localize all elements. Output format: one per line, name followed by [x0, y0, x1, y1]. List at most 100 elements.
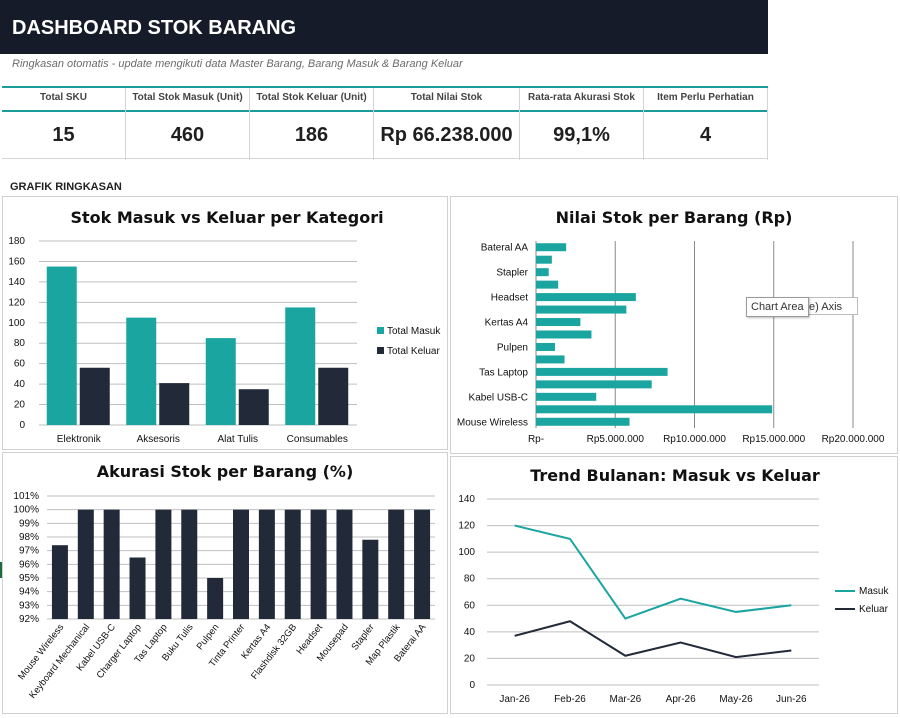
bar-nilai-stok [536, 305, 627, 314]
x-tick-label: Rp- [528, 434, 544, 445]
kpi-label: Total Stok Keluar (Unit) [256, 92, 367, 103]
y-tick-label: Tas Laptop [479, 367, 528, 378]
gridlines [487, 498, 819, 686]
y-tick-label: 120 [8, 297, 25, 308]
kpi-divider [2, 110, 125, 112]
bar-nilai-stok [536, 293, 636, 302]
y-tick-label: 60 [464, 600, 476, 611]
chart-title: Nilai Stok per Barang (Rp) [556, 208, 793, 227]
bar-nilai-stok [536, 243, 567, 252]
kpi-rata-rata-akurasi[interactable]: Rata-rata Akurasi Stok 99,1% [520, 88, 644, 160]
x-tick-label: Rp20.000.000 [822, 434, 885, 445]
x-axis: Elektronik Aksesoris Alat Tulis Consumables [57, 434, 348, 445]
bar-nilai-stok [536, 392, 597, 401]
bar-akurasi [388, 509, 405, 619]
bar-masuk [126, 317, 157, 425]
kpi-value: 99,1% [553, 124, 610, 146]
chart-panel-akurasi[interactable]: Akurasi Stok per Barang (%) 92% 93% 94% 95%… [2, 452, 448, 714]
bars [51, 509, 431, 619]
y-tick-label: 101% [13, 491, 39, 502]
bars [46, 266, 349, 425]
kpi-divider [374, 110, 519, 112]
y-tick-label: 93% [19, 600, 39, 611]
line-keluar [514, 620, 792, 659]
y-axis: Bateral AA Stapler Headset Kertas A4 Pulpen T… [457, 243, 529, 429]
y-tick-label: 20 [464, 653, 476, 664]
x-axis: Rp- Rp5.000.000 Rp10.000.000 Rp15.000.000 Rp… [528, 434, 885, 445]
y-tick-label: 160 [8, 256, 25, 267]
kpi-value: 15 [52, 124, 75, 146]
chart-title: Stok Masuk vs Keluar per Kategori [70, 208, 383, 227]
y-tick-label: 140 [8, 277, 25, 288]
kpi-label: Total Stok Masuk (Unit) [132, 92, 243, 103]
lines [514, 524, 792, 659]
kpi-row: Total SKU 15 Total Stok Masuk (Unit) 460… [2, 86, 768, 160]
chart-panel-trend[interactable]: Trend Bulanan: Masuk vs Keluar 0 20 40 60 80… [450, 456, 898, 714]
y-tick-label: 80 [464, 574, 476, 585]
dashboard-subtitle: Ringkasan otomatis - update mengikuti da… [12, 58, 463, 70]
bar-akurasi [233, 509, 249, 619]
legend-label-masuk: Masuk [859, 586, 889, 597]
x-tick-label: Rp15.000.000 [742, 434, 805, 445]
y-tick-label: Mouse Wireless [457, 417, 528, 428]
section-label: GRAFIK RINGKASAN [10, 181, 122, 193]
y-axis: 92% 93% 94% 95% 96% 97% 98% 99% 100% 101% [13, 491, 39, 625]
chart-panel-nilai-stok[interactable]: Nilai Stok per Barang (Rp) Bateral AA Sta… [450, 196, 898, 454]
y-tick-label: 180 [8, 236, 25, 247]
bar-akurasi [129, 557, 146, 619]
x-tick-label: Mar-26 [609, 694, 641, 705]
kpi-divider [250, 110, 373, 112]
y-tick-label: 98% [19, 532, 39, 543]
chart-akurasi: Akurasi Stok per Barang (%) 92% 93% 94% 95%… [13, 462, 435, 701]
bar-nilai-stok [536, 280, 559, 289]
bar-nilai-stok [536, 268, 549, 277]
chart-title: Trend Bulanan: Masuk vs Keluar [530, 466, 820, 485]
bar-nilai-stok [536, 342, 556, 351]
bar-akurasi [181, 509, 198, 619]
bar-nilai-stok [536, 330, 592, 339]
chart-panel-kategori[interactable]: Stok Masuk vs Keluar per Kategori 0 20 40 6… [2, 196, 448, 450]
bar-masuk [46, 266, 77, 425]
bar-keluar [79, 367, 110, 425]
y-tick-label: Headset [491, 293, 528, 304]
y-tick-label: 40 [14, 379, 26, 390]
y-tick-label: 20 [14, 400, 26, 411]
kpi-total-stok-keluar[interactable]: Total Stok Keluar (Unit) 186 [250, 88, 374, 160]
bar-masuk [285, 307, 316, 425]
bar-nilai-stok [536, 355, 565, 364]
kpi-total-sku[interactable]: Total SKU 15 [2, 88, 126, 160]
kpi-divider [520, 110, 643, 112]
x-tick-label: Consumables [287, 434, 348, 445]
x-tick-label: Apr-26 [666, 694, 696, 705]
y-tick-label: 60 [14, 359, 26, 370]
kpi-total-stok-masuk[interactable]: Total Stok Masuk (Unit) 460 [126, 88, 250, 160]
kpi-item-perlu-perhatian[interactable]: Item Perlu Perhatian 4 [644, 88, 768, 160]
kpi-total-nilai-stok[interactable]: Total Nilai Stok Rp 66.238.000 [374, 88, 520, 160]
y-tick-label: Pulpen [497, 342, 528, 353]
bar-nilai-stok [536, 380, 652, 389]
kpi-label: Item Perlu Perhatian [657, 92, 754, 103]
bar-akurasi [336, 509, 353, 619]
x-tick-label: May-26 [719, 694, 753, 705]
y-tick-label: Kabel USB-C [469, 392, 528, 403]
x-tick-label: Jan-26 [499, 694, 530, 705]
bar-keluar [238, 389, 269, 425]
bar-akurasi [258, 509, 275, 619]
legend-label-keluar: Keluar [859, 604, 889, 615]
x-tick-label: Alat Tulis [217, 434, 258, 445]
legend: Masuk Keluar [835, 586, 889, 615]
x-tick-label: Aksesoris [137, 434, 180, 445]
x-tick-label: Elektronik [57, 434, 102, 445]
bar-nilai-stok [536, 367, 668, 376]
x-tick-label: Rp5.000.000 [587, 434, 645, 445]
y-tick-label: 120 [458, 521, 475, 532]
bar-nilai-stok [536, 417, 630, 426]
legend-label-masuk: Total Masuk [387, 326, 441, 337]
legend-label-keluar: Total Keluar [387, 346, 440, 357]
chart-title: Akurasi Stok per Barang (%) [97, 462, 354, 481]
bar-akurasi [207, 578, 224, 619]
bar-akurasi [414, 509, 431, 619]
bar-keluar [318, 367, 349, 425]
chart-trend: Trend Bulanan: Masuk vs Keluar 0 20 40 60 80… [458, 466, 889, 705]
